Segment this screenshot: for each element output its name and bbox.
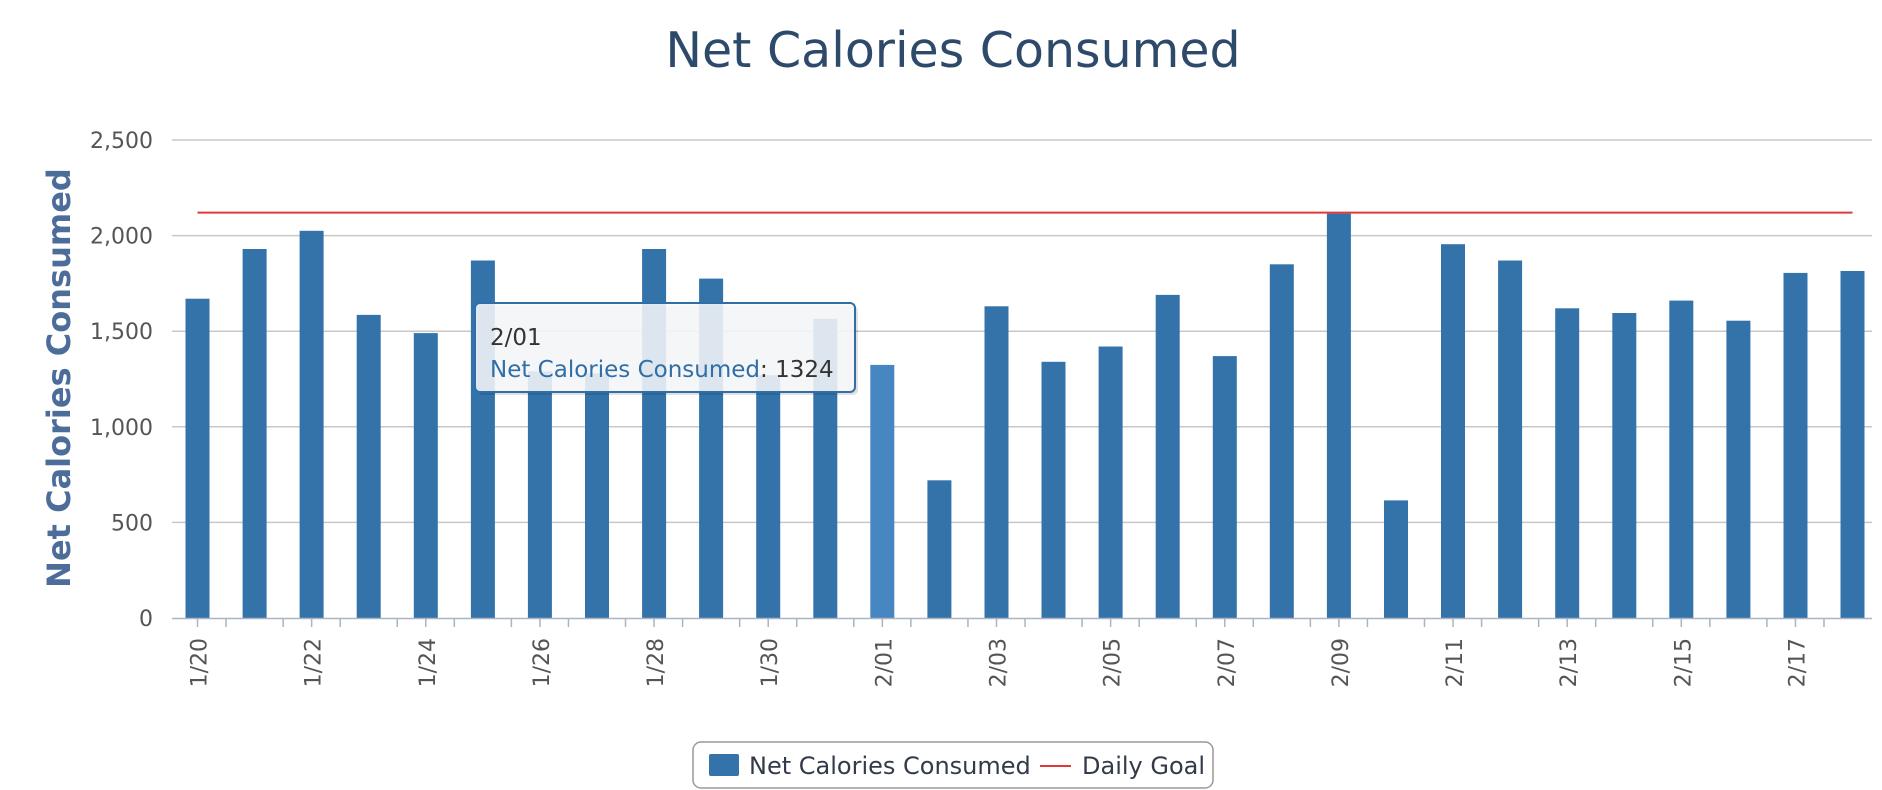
tooltip-separator: :	[760, 357, 775, 383]
x-tick-label: 2/05	[1101, 638, 1126, 687]
x-tick-label: 2/03	[986, 638, 1011, 687]
x-tick-label: 1/28	[644, 638, 669, 687]
grid-layer	[172, 139, 1872, 524]
x-tick-label: 1/24	[416, 638, 441, 687]
bar[interactable]	[1783, 272, 1808, 618]
y-tick-label: 500	[111, 511, 153, 536]
x-tick-label: 2/09	[1329, 638, 1354, 687]
bar[interactable]	[1498, 260, 1523, 619]
tooltip-date: 2/01	[490, 325, 542, 351]
bar[interactable]	[927, 480, 952, 618]
tooltip-value: 1324	[775, 357, 834, 383]
bar[interactable]	[1269, 264, 1294, 618]
bar[interactable]	[585, 373, 609, 618]
y-tick-label: 2,500	[90, 129, 153, 154]
x-tick-label: 1/26	[530, 638, 555, 687]
bar[interactable]	[1555, 308, 1580, 618]
bar[interactable]	[1840, 271, 1865, 618]
legend-swatch-net-calories[interactable]	[709, 754, 739, 776]
x-tick-label: 2/01	[872, 638, 897, 687]
tooltip: 2/01 Net Calories Consumed: 1324	[474, 302, 858, 395]
bar[interactable]	[242, 249, 267, 618]
y-tick-label: 1,000	[90, 416, 153, 441]
x-tick-label: 2/07	[1215, 638, 1240, 687]
chart-title: Net Calories Consumed	[665, 22, 1240, 79]
tooltip-series-name: Net Calories Consumed	[490, 357, 760, 383]
bar[interactable]	[984, 306, 1009, 618]
bar[interactable]	[1155, 294, 1180, 618]
x-tick-label: 1/22	[302, 638, 327, 687]
y-tick-label: 0	[139, 607, 153, 632]
bar[interactable]	[1441, 244, 1465, 618]
bar[interactable]	[1326, 213, 1351, 618]
x-tick-label: 2/11	[1443, 638, 1468, 687]
bar[interactable]	[299, 230, 324, 619]
y-axis-ticks: 0 500 1,000 1,500 2,000 2,500	[90, 129, 153, 632]
bar[interactable]	[185, 298, 210, 618]
bar[interactable]	[1098, 346, 1123, 619]
y-tick-label: 1,500	[90, 320, 153, 345]
x-tick-label: 1/20	[188, 638, 213, 687]
y-axis-title: Net Calories Consumed	[40, 168, 78, 588]
bar[interactable]	[870, 364, 895, 618]
bar[interactable]	[1669, 300, 1694, 618]
legend-label-net-calories[interactable]: Net Calories Consumed	[749, 752, 1031, 780]
x-tick-label: 2/17	[1785, 638, 1810, 687]
bar[interactable]	[356, 314, 381, 618]
bar[interactable]	[1726, 320, 1751, 618]
x-tick-label: 2/13	[1557, 638, 1582, 687]
x-axis: 1/20 1/22 1/24 1/26 1/28 1/30 2/01 2/03 2/05 2/07…	[172, 617, 1872, 687]
y-tick-label: 2,000	[90, 225, 153, 250]
x-tick-label: 2/15	[1671, 638, 1696, 687]
bar[interactable]	[527, 371, 552, 618]
bar[interactable]	[1612, 313, 1637, 618]
bar[interactable]	[1384, 500, 1408, 618]
bar[interactable]	[413, 333, 438, 618]
bar[interactable]	[756, 375, 781, 618]
x-tick-label: 1/30	[758, 638, 783, 687]
tooltip-series-line: Net Calories Consumed: 1324	[490, 357, 834, 383]
legend[interactable]: Net Calories Consumed Daily Goal	[692, 741, 1214, 789]
bar[interactable]	[1212, 356, 1237, 618]
bars-layer	[185, 213, 1865, 619]
bar[interactable]	[1041, 361, 1066, 618]
legend-box	[692, 741, 1214, 789]
legend-label-daily-goal[interactable]: Daily Goal	[1082, 752, 1205, 780]
tooltip-box	[474, 302, 856, 393]
